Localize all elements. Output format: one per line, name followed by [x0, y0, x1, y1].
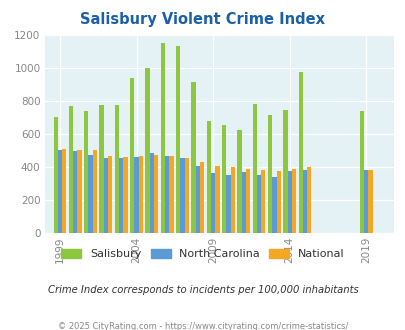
Bar: [256, 175, 260, 233]
Bar: [73, 151, 77, 233]
Bar: [215, 166, 219, 233]
Bar: [245, 169, 249, 233]
Bar: [153, 155, 158, 233]
Bar: [176, 46, 180, 233]
Bar: [134, 157, 139, 233]
Bar: [62, 149, 66, 233]
Bar: [206, 121, 211, 233]
Bar: [69, 106, 73, 233]
Bar: [104, 157, 108, 233]
Bar: [84, 112, 88, 233]
Bar: [58, 150, 62, 233]
Bar: [184, 158, 188, 233]
Bar: [99, 105, 104, 233]
Bar: [191, 82, 195, 233]
Bar: [119, 158, 123, 233]
Bar: [108, 156, 112, 233]
Bar: [359, 112, 363, 233]
Bar: [169, 156, 173, 233]
Bar: [123, 157, 127, 233]
Bar: [302, 170, 307, 233]
Bar: [237, 129, 241, 233]
Legend: Salisbury, North Carolina, National: Salisbury, North Carolina, National: [57, 244, 348, 263]
Text: Salisbury Violent Crime Index: Salisbury Violent Crime Index: [80, 12, 325, 26]
Bar: [367, 170, 372, 233]
Bar: [145, 68, 149, 233]
Bar: [272, 178, 276, 233]
Bar: [180, 157, 184, 233]
Bar: [307, 168, 311, 233]
Bar: [298, 72, 302, 233]
Bar: [287, 171, 291, 233]
Bar: [291, 169, 295, 233]
Bar: [283, 110, 287, 233]
Bar: [149, 153, 153, 233]
Bar: [363, 170, 367, 233]
Bar: [115, 105, 119, 233]
Bar: [199, 162, 204, 233]
Bar: [88, 155, 92, 233]
Bar: [139, 156, 143, 233]
Bar: [164, 156, 169, 233]
Bar: [195, 166, 199, 233]
Bar: [92, 150, 97, 233]
Bar: [222, 124, 226, 233]
Bar: [276, 171, 280, 233]
Bar: [160, 43, 164, 233]
Bar: [267, 115, 272, 233]
Text: © 2025 CityRating.com - https://www.cityrating.com/crime-statistics/: © 2025 CityRating.com - https://www.city…: [58, 322, 347, 330]
Bar: [252, 104, 256, 233]
Bar: [230, 168, 234, 233]
Bar: [77, 150, 81, 233]
Bar: [260, 170, 265, 233]
Bar: [130, 78, 134, 233]
Bar: [241, 172, 245, 233]
Bar: [53, 117, 58, 233]
Text: Crime Index corresponds to incidents per 100,000 inhabitants: Crime Index corresponds to incidents per…: [47, 285, 358, 295]
Bar: [226, 175, 230, 233]
Bar: [211, 173, 215, 233]
